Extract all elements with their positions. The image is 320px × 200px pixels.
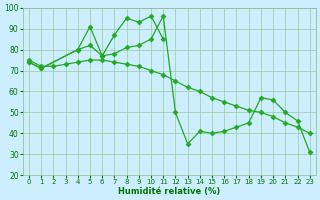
X-axis label: Humidité relative (%): Humidité relative (%) — [118, 187, 220, 196]
